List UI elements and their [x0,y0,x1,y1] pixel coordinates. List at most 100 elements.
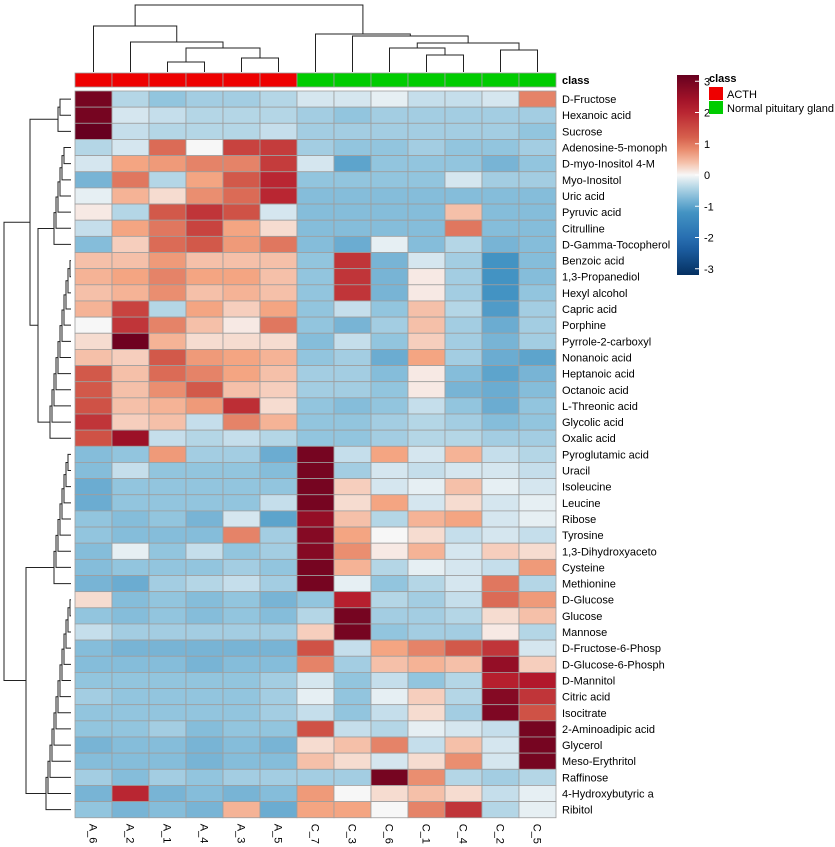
heatmap-cell [185,139,224,156]
heatmap-cell [259,381,298,399]
heatmap-cell [296,639,335,657]
heatmap-cell [111,510,150,528]
heatmap-cell [444,462,483,480]
row-label: 2-Aminoadipic acid [562,724,655,736]
heatmap-cell [333,332,372,350]
heatmap-cell [370,445,409,463]
heatmap-cell [407,252,446,270]
heatmap-cell [148,445,187,463]
heatmap-cell [407,171,446,189]
heatmap-cell [444,768,483,786]
heatmap-cell [444,672,483,689]
heatmap-cell [444,268,483,286]
heatmap-cell [74,639,113,657]
heatmap-cell [333,203,372,221]
heatmap-cell [185,607,224,625]
heatmap-cell [259,348,298,366]
heatmap-cell [185,542,224,560]
heatmap-cell [148,203,187,221]
heatmap-cell [111,445,150,463]
heatmap-cell [185,672,224,689]
heatmap-cell [185,381,224,399]
class-cell [185,72,224,88]
column-label: A_2 [124,824,136,844]
colorbar-tick-label: -2 [704,233,714,245]
heatmap-cell [222,768,261,786]
heatmap-cell [481,752,520,770]
column-labels: A_6 A_2 A_1 A_4 A_3 A_5 C_7 C_3 C_6 C_1 C_4 C_2 C_5 [87,824,543,844]
column-label: A_1 [161,824,173,844]
heatmap-cell [407,90,446,108]
heatmap-cell [481,171,520,189]
heatmap-cell [518,252,557,270]
row-label: Oxalic acid [562,433,616,445]
heatmap-cell [296,655,335,673]
heatmap-cell [481,510,520,528]
heatmap-cell [74,300,113,318]
heatmap-cell [185,235,224,253]
heatmap-cell [148,768,187,786]
heatmap-cell [518,203,557,221]
heatmap-cell [370,155,409,173]
row-label: Hexanoic acid [562,110,631,122]
heatmap-cell [111,365,150,383]
class-annotation-bar [74,72,557,88]
heatmap-cell [111,704,150,722]
heatmap-cell [481,462,520,480]
heatmap-cell [333,235,372,253]
row-label: D-myo-Inositol 4-M [562,159,655,171]
heatmap-cell [148,252,187,270]
heatmap-cell [444,639,483,657]
heatmap-cell [481,445,520,463]
heatmap-cell [333,607,372,625]
heatmap-cell [259,365,298,383]
heatmap-cell [481,90,520,108]
heatmap-cell [222,268,261,286]
heatmap-cell [296,90,335,108]
heatmap-cell [518,575,557,593]
heatmap-cell [185,348,224,366]
heatmap-cell [296,171,335,189]
heatmap-cell [111,623,150,641]
heatmap-cell [370,90,409,108]
heatmap-cell [296,429,335,447]
heatmap-cell [444,171,483,189]
heatmap-cell [296,381,335,399]
heatmap-cell [148,397,187,415]
heatmap-cell [74,623,113,641]
heatmap-cell [74,672,113,689]
heatmap-cell [518,90,557,108]
heatmap-cell [259,542,298,560]
heatmap-cell [407,785,446,803]
heatmap-cell [370,316,409,334]
heatmap-cell [407,542,446,560]
heatmap-cell [370,655,409,673]
heatmap-cell [185,510,224,528]
heatmap-cell [259,752,298,770]
heatmap-cell [296,478,335,496]
heatmap-cell [518,704,557,722]
heatmap-cell [222,106,261,124]
heatmap-cell [259,139,298,156]
heatmap-cell [444,688,483,706]
heatmap-cell [518,639,557,657]
heatmap-cell [111,494,150,512]
heatmap-cell [296,284,335,302]
column-label: C_3 [346,824,358,844]
heatmap-cell [222,413,261,431]
row-label: Glucose [562,611,602,623]
heatmap-cell [222,365,261,383]
heatmap-cell [407,300,446,318]
heatmap-cell [444,155,483,173]
heatmap-cell [259,429,298,447]
heatmap-cell [481,348,520,366]
heatmap-cell [444,139,483,156]
heatmap-cell [407,268,446,286]
dendrogram-link [63,294,71,326]
heatmap-cell [481,413,520,431]
heatmap-cell [111,348,150,366]
heatmap-cell [259,720,298,738]
heatmap-cell [444,720,483,738]
heatmap-cell [222,736,261,754]
heatmap-cell [407,219,446,237]
